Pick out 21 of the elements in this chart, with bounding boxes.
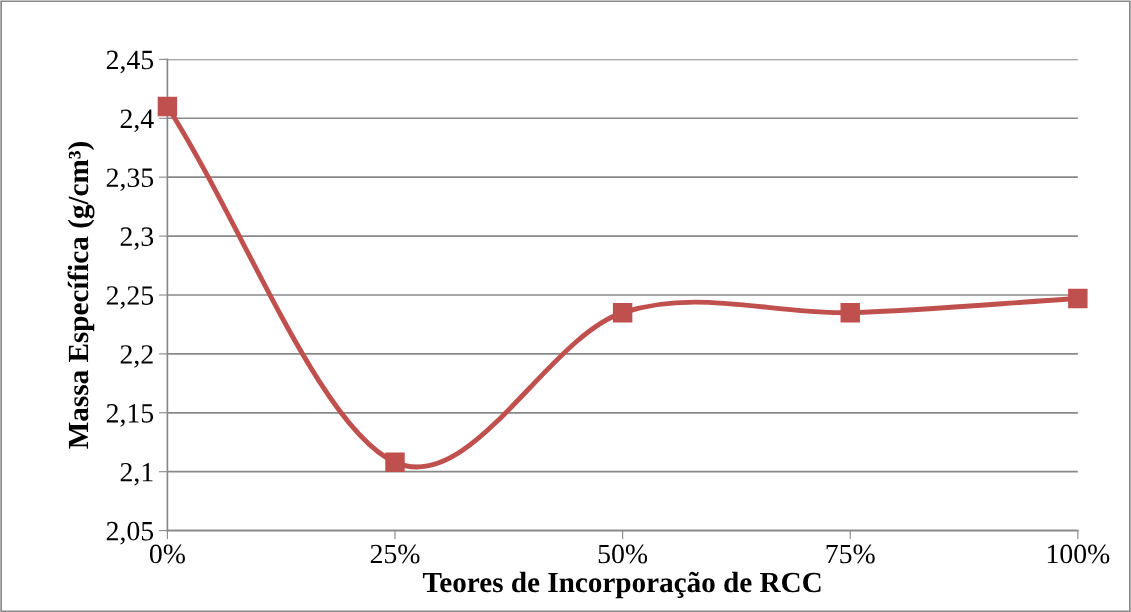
x-tick-label: 100% (1047, 544, 1110, 564)
x-axis-title: Teores de Incorporação de RCC (422, 571, 821, 599)
y-tick-label: 2,15 (106, 404, 154, 427)
y-tick-label: 2,4 (120, 109, 154, 133)
y-tick-label: 2,05 (106, 521, 154, 545)
point (157, 96, 178, 117)
x-tick-label: 0% (149, 544, 185, 564)
y-tick-label: 2,2 (120, 345, 153, 368)
y-tick-label: 2,1 (120, 462, 153, 486)
point (1068, 288, 1088, 309)
y-tick-label: 2,25 (106, 286, 154, 309)
point (612, 302, 633, 323)
x-tick-label: 50% (598, 544, 648, 564)
point (385, 452, 405, 472)
y-axis-title: Massa Específica (g/cm³) (67, 142, 95, 449)
point (840, 302, 860, 323)
x-tick-label: 75% (826, 544, 875, 564)
y-tick-label: 2,45 (106, 50, 154, 74)
y-tick-label: 2,3 (120, 227, 154, 250)
y-tick-label: 2,35 (106, 168, 154, 192)
x-tick-label: 25% (370, 544, 420, 564)
